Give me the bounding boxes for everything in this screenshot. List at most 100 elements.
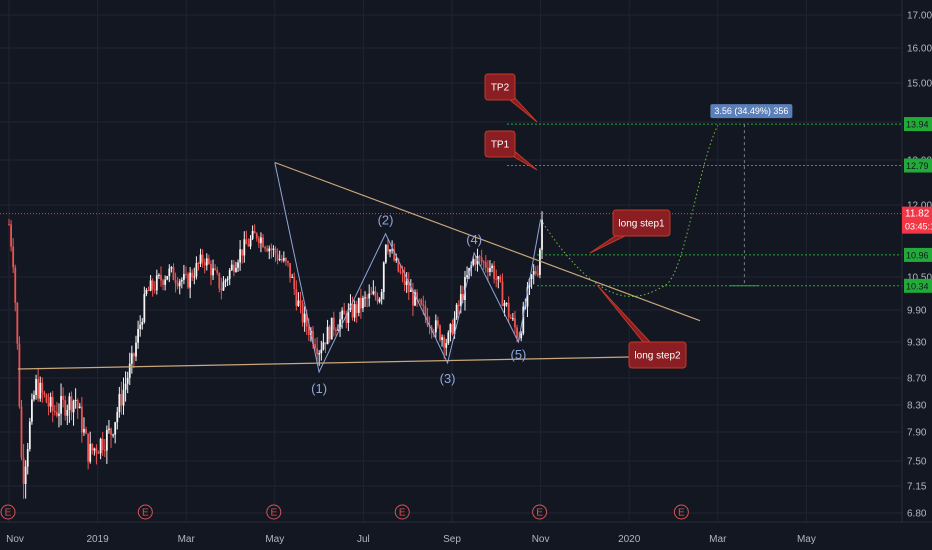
candle-body — [85, 429, 87, 434]
candle-body — [405, 281, 408, 286]
candle-body — [226, 278, 229, 281]
wave-label: (2) — [378, 213, 394, 228]
candle-body — [162, 280, 164, 285]
candle-body — [189, 272, 192, 288]
candle-body — [114, 422, 117, 435]
candle-body — [307, 326, 310, 335]
candle-body — [268, 248, 271, 252]
candle-body — [35, 379, 37, 395]
candle-body — [31, 399, 33, 422]
time-tick-label: Sep — [443, 534, 461, 545]
current-price-label: 11.82 — [905, 209, 930, 220]
candle-body — [143, 293, 146, 322]
price-tick-label: 12.00 — [907, 201, 932, 212]
candle-body — [151, 280, 154, 290]
candle-body — [218, 272, 221, 289]
candle-body — [301, 303, 304, 323]
candle-body — [466, 275, 468, 278]
candle-body — [516, 327, 518, 339]
candle-body — [33, 394, 35, 400]
wave-pattern[interactable]: (1) (2) (3) (4) (5) — [274, 162, 542, 396]
candle-body — [45, 394, 48, 403]
level-label: 10.34 — [906, 281, 929, 291]
candle-body — [170, 267, 173, 269]
descending-resistance-line — [274, 161, 701, 322]
candle-body — [18, 343, 21, 407]
price-tick-label: 7.50 — [907, 457, 927, 468]
candle-body — [459, 294, 462, 306]
price-axis[interactable]: 17.0016.0015.0014.0012.9012.0010.509.909… — [901, 0, 932, 522]
level-tag — [904, 247, 932, 262]
time-tick-label: Nov — [6, 534, 24, 545]
candle-body — [370, 293, 373, 295]
candle-body — [180, 279, 183, 282]
candle-body — [422, 304, 425, 307]
candle-body — [103, 449, 106, 451]
candle-body — [37, 379, 40, 399]
candle-body — [461, 294, 464, 300]
candle-body — [247, 244, 250, 247]
candle-body — [289, 262, 291, 278]
level-label: 13.94 — [906, 120, 929, 130]
candle-body — [235, 267, 237, 272]
annotations[interactable]: TP2 TP1 long step1 long step2 — [484, 73, 687, 369]
candle-body — [480, 257, 483, 262]
candle-body — [464, 277, 466, 300]
candle-body — [160, 274, 162, 281]
candle-body — [486, 267, 489, 272]
candle-body — [147, 290, 150, 292]
candle-body — [387, 244, 389, 252]
candle-body — [274, 248, 277, 255]
current-price-tag — [902, 206, 932, 234]
candle-body — [362, 298, 364, 309]
horizontal-levels[interactable]: 3.56 (34.49%) 356 — [0, 104, 902, 287]
candle-body — [112, 434, 115, 436]
candle-body — [520, 333, 523, 339]
candle-body — [214, 268, 217, 270]
candle-body — [303, 313, 306, 323]
candle-body — [149, 280, 152, 291]
candle-body — [99, 438, 102, 454]
candle-body — [16, 302, 19, 344]
candle-body — [322, 342, 325, 350]
candle-body — [220, 288, 223, 291]
candle-body — [514, 318, 516, 328]
candle-body — [207, 258, 210, 265]
earnings-label: E — [5, 508, 12, 519]
candle-body — [326, 326, 329, 345]
candle-body — [249, 238, 252, 247]
candle-body — [128, 363, 131, 378]
candle-body — [58, 413, 60, 416]
callout-text: TP1 — [491, 140, 510, 151]
candle-body — [403, 273, 406, 286]
candle-body — [511, 318, 514, 320]
time-axis[interactable]: Nov 2019 Mar May Jul Sep Nov 2020 Mar May — [0, 521, 932, 545]
candle-body — [191, 272, 194, 278]
candle-body — [137, 329, 139, 343]
candle-body — [78, 406, 81, 409]
candle-body — [195, 263, 198, 277]
candle-body — [83, 429, 85, 433]
candle-body — [412, 289, 414, 306]
price-tick-label: 15.00 — [907, 79, 932, 90]
candle-body — [95, 448, 98, 454]
candle-body — [505, 303, 508, 305]
candle-body — [276, 254, 279, 261]
candle-body — [449, 324, 452, 333]
candle-body — [509, 317, 512, 319]
candle-body — [437, 320, 439, 326]
candle-body — [49, 396, 52, 407]
candle-body — [199, 254, 202, 264]
candle-body — [14, 267, 17, 303]
candle-body — [251, 231, 254, 239]
earnings-label: E — [536, 508, 543, 519]
candle-body — [139, 324, 142, 330]
candle-body — [501, 281, 504, 307]
candle-body — [397, 258, 400, 272]
candle-body — [174, 279, 177, 284]
candle-body — [232, 264, 235, 272]
candle-body — [507, 303, 510, 318]
candle-body — [130, 353, 133, 364]
